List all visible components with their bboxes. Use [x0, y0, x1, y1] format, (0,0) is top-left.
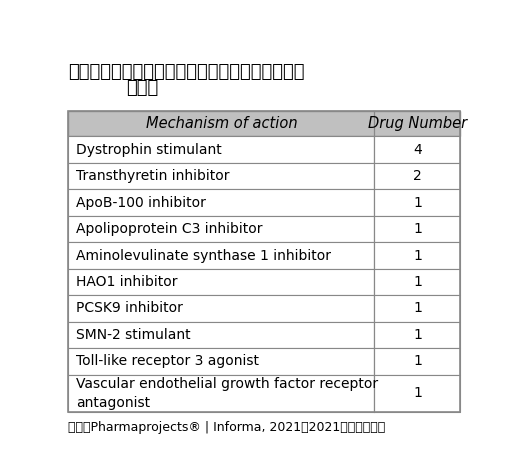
- Bar: [375, 216, 460, 242]
- Text: 1: 1: [413, 301, 422, 315]
- Bar: [69, 295, 375, 322]
- Bar: [69, 137, 375, 163]
- Bar: [69, 189, 375, 216]
- Text: 2: 2: [413, 169, 422, 183]
- Text: 薬品数: 薬品数: [126, 79, 159, 97]
- Bar: [69, 269, 375, 295]
- Bar: [69, 322, 375, 348]
- Text: 表３　承認済みの核酸医薬における作用機序別医: 表３ 承認済みの核酸医薬における作用機序別医: [69, 63, 305, 81]
- Text: Drug Number: Drug Number: [368, 116, 467, 131]
- Text: 1: 1: [413, 222, 422, 236]
- Bar: [69, 163, 375, 189]
- Text: Apolipoprotein C3 inhibitor: Apolipoprotein C3 inhibitor: [76, 222, 262, 236]
- Text: 1: 1: [413, 386, 422, 400]
- Text: ApoB-100 inhibitor: ApoB-100 inhibitor: [76, 196, 205, 210]
- Text: 1: 1: [413, 196, 422, 210]
- Text: HAO1 inhibitor: HAO1 inhibitor: [76, 275, 177, 289]
- Text: Vascular endothelial growth factor receptor: Vascular endothelial growth factor recep…: [76, 376, 378, 391]
- Text: 1: 1: [413, 249, 422, 263]
- Text: 1: 1: [413, 328, 422, 342]
- Text: PCSK9 inhibitor: PCSK9 inhibitor: [76, 301, 183, 315]
- Bar: [375, 242, 460, 269]
- Text: 1: 1: [413, 275, 422, 289]
- Text: 1: 1: [413, 354, 422, 369]
- Text: Aminolevulinate synthase 1 inhibitor: Aminolevulinate synthase 1 inhibitor: [76, 249, 331, 263]
- Text: Toll-like receptor 3 agonist: Toll-like receptor 3 agonist: [76, 354, 259, 369]
- Text: antagonist: antagonist: [76, 396, 150, 410]
- Text: Mechanism of action: Mechanism of action: [146, 116, 297, 131]
- Text: Dystrophin stimulant: Dystrophin stimulant: [76, 143, 221, 156]
- Bar: [69, 348, 375, 375]
- Text: Transthyretin inhibitor: Transthyretin inhibitor: [76, 169, 229, 183]
- Bar: [375, 189, 460, 216]
- Bar: [69, 242, 375, 269]
- Bar: [375, 269, 460, 295]
- Bar: [375, 163, 460, 189]
- Bar: [375, 322, 460, 348]
- Text: SMN-2 stimulant: SMN-2 stimulant: [76, 328, 190, 342]
- Text: 4: 4: [413, 143, 422, 156]
- Bar: [375, 295, 460, 322]
- Text: 出所：Pharmaprojects® | Informa, 2021（2021年８月時点）: 出所：Pharmaprojects® | Informa, 2021（2021年…: [69, 421, 386, 434]
- Bar: [69, 216, 375, 242]
- Bar: [69, 111, 460, 137]
- Bar: [375, 348, 460, 375]
- Bar: [375, 137, 460, 163]
